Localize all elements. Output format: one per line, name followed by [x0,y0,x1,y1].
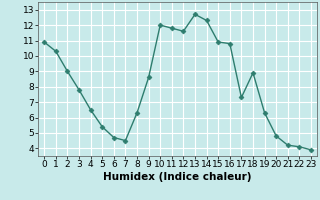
X-axis label: Humidex (Indice chaleur): Humidex (Indice chaleur) [103,172,252,182]
